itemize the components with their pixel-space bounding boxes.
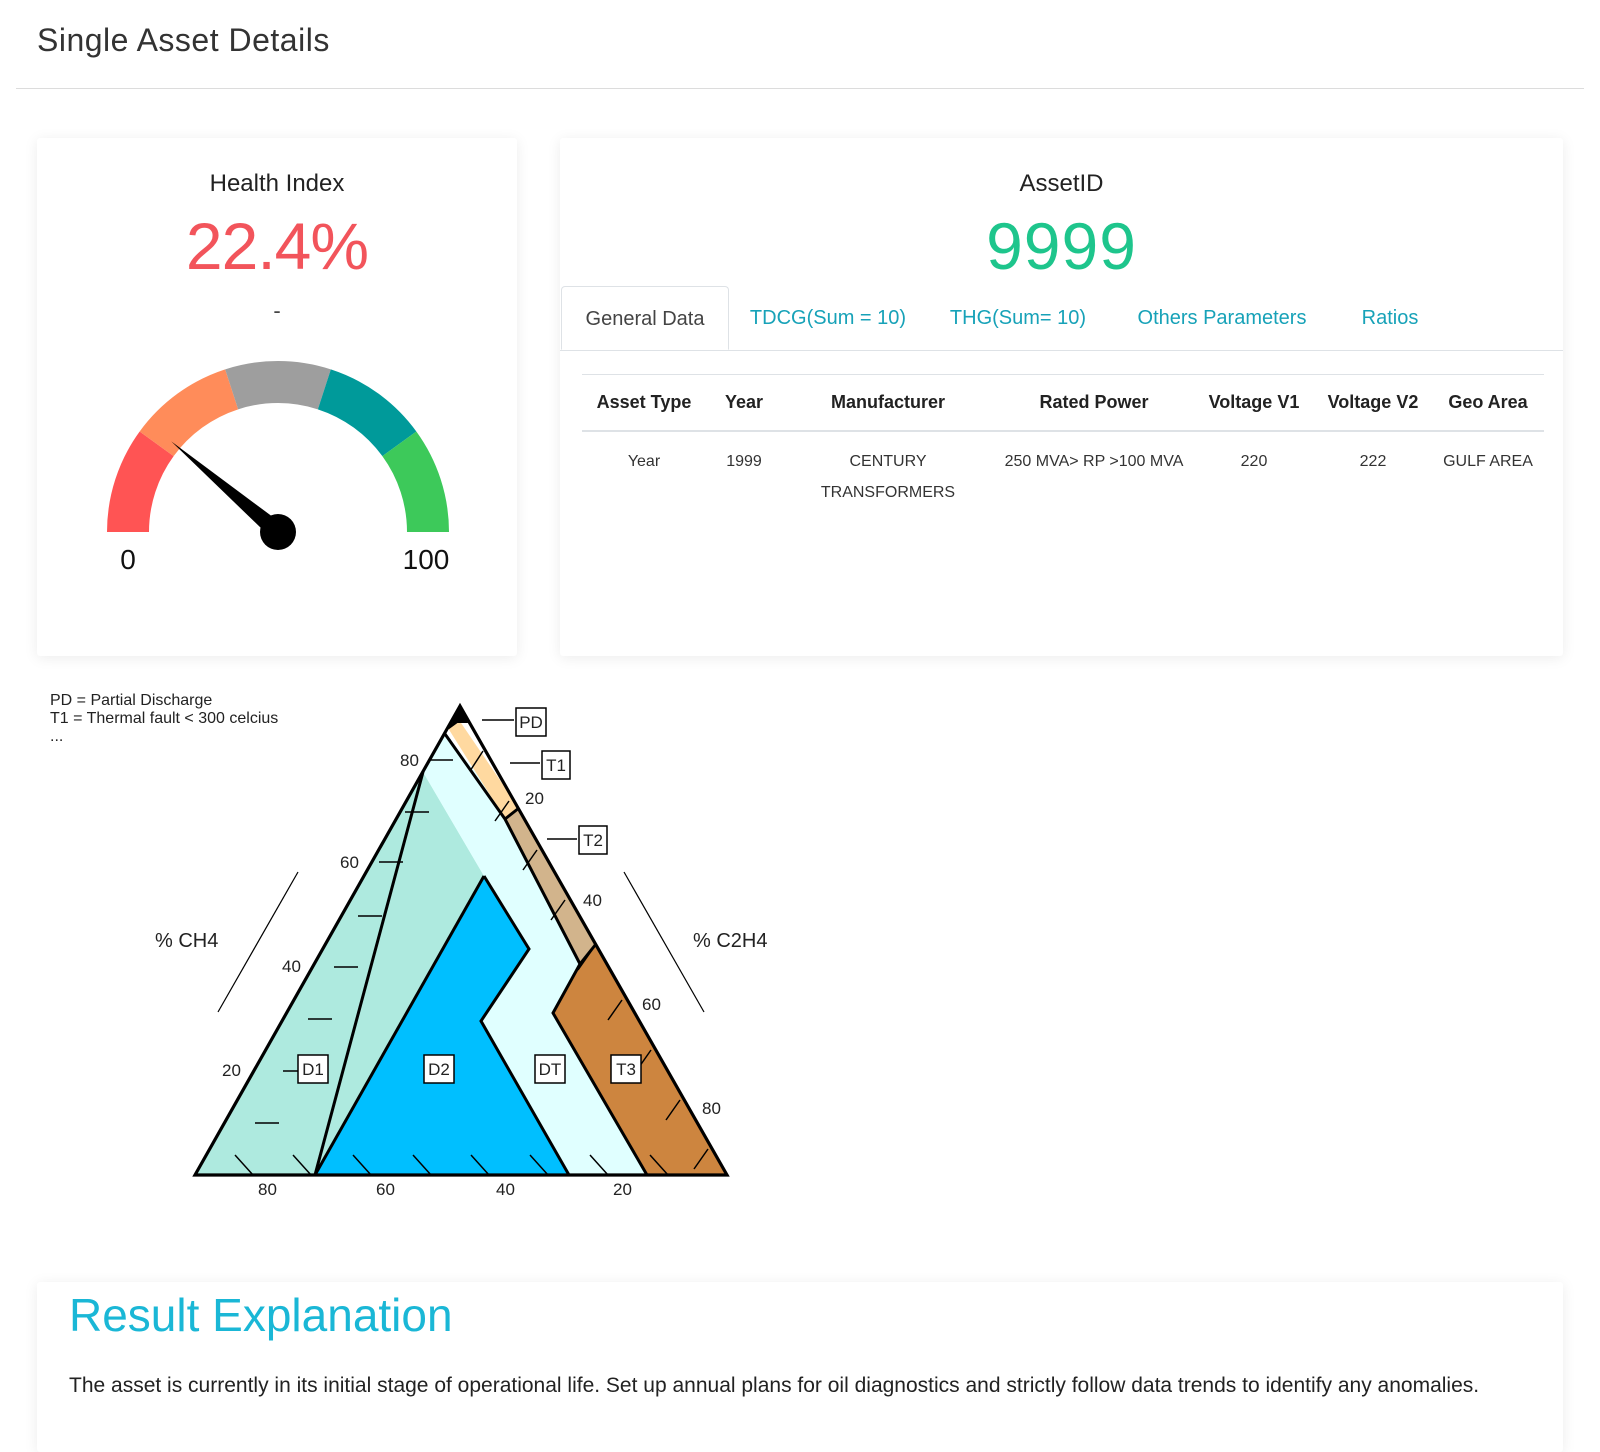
zone-pd — [452, 706, 468, 723]
gauge-hub — [260, 514, 296, 550]
general-data-table: Asset Type Year Manufacturer Rated Power… — [582, 374, 1544, 522]
page-title: Single Asset Details — [37, 22, 330, 58]
right-tick-label: 20 — [525, 789, 544, 808]
zone-label-d1: D1 — [302, 1060, 324, 1079]
cell-year: 1999 — [726, 453, 762, 470]
tab-ratios[interactable]: Ratios — [1361, 307, 1419, 329]
result-explanation-title: Result Explanation — [69, 1289, 453, 1341]
zone-t2 — [505, 808, 596, 964]
bottom-tick-label: 40 — [496, 1180, 515, 1199]
result-explanation-text: The asset is currently in its initial st… — [69, 1374, 1480, 1397]
gauge-min-label: 0 — [120, 544, 136, 575]
table-row: Year 1999 CENTURY TRANSFORMERS 250 MVA> … — [582, 431, 1544, 522]
result-explanation-card: Result Explanation The asset is currentl… — [37, 1282, 1563, 1452]
column-header-rated-power: Rated Power — [994, 374, 1194, 432]
legend-line-t1: T1 = Thermal fault < 300 celcius — [50, 710, 279, 727]
asset-id-value: 9999 — [986, 209, 1137, 283]
gauge-max-label: 100 — [403, 544, 450, 575]
title-divider — [16, 88, 1584, 89]
right-tick-label: 40 — [583, 891, 602, 910]
tab-others-parameters[interactable]: Others Parameters — [1137, 307, 1307, 329]
left-tick-label: 60 — [340, 853, 359, 872]
zone-callout-lines — [482, 719, 577, 840]
gauge-needle — [171, 441, 284, 539]
right-tick-label: 80 — [702, 1099, 721, 1118]
left-tick-label: 40 — [282, 957, 301, 976]
ch4-axis-label: % CH4 — [155, 930, 218, 952]
zone-dt — [423, 734, 647, 1175]
duval-legend: PD = Partial Discharge T1 = Thermal faul… — [50, 692, 278, 746]
column-header-geo-area: Geo Area — [1432, 374, 1544, 432]
c2h4-axis-label: % C2H4 — [693, 930, 767, 952]
zone-d1 — [195, 772, 484, 1175]
tab-thg[interactable]: THG(Sum= 10) — [949, 307, 1087, 329]
zone-label-dt: DT — [539, 1060, 562, 1079]
gauge-segment — [382, 431, 449, 532]
gauge-segment — [225, 361, 331, 410]
gauge-segment — [139, 369, 239, 457]
asset-id-label: AssetID — [1019, 170, 1104, 197]
cell-geo-area: GULF AREA — [1443, 453, 1533, 470]
bottom-tick-label: 20 — [613, 1180, 632, 1199]
zone-label-t2: T2 — [583, 831, 603, 850]
right-tick-label: 60 — [642, 995, 661, 1014]
table-header-row: Asset Type Year Manufacturer Rated Power… — [582, 374, 1544, 432]
zone-t1 — [448, 720, 519, 819]
health-index-subtitle: - — [273, 298, 281, 323]
tick-marks — [234, 750, 709, 1176]
bottom-tick-label: 60 — [376, 1180, 395, 1199]
health-index-card: Health Index 22.4% - 0 100 — [37, 138, 517, 656]
asset-card: AssetID 9999 General Data TDCG(Sum = 10)… — [560, 138, 1563, 656]
column-header-voltage-v2: Voltage V2 — [1314, 374, 1432, 432]
cell-voltage-v2: 222 — [1359, 453, 1387, 470]
legend-line-more: ... — [50, 728, 64, 745]
cell-asset-type: Year — [627, 453, 661, 470]
health-gauge: 0 100 — [107, 361, 450, 575]
gauge-segment — [107, 431, 174, 532]
gauge-segment — [317, 369, 417, 457]
duval-triangle: 80 60 40 20 20 40 60 80 80 60 40 20 % CH… — [155, 702, 767, 1199]
zone-label-d2: D2 — [428, 1060, 450, 1079]
cell-manufacturer: CENTURY TRANSFORMERS — [820, 453, 956, 501]
left-tick-label: 80 — [400, 751, 419, 770]
zone-label-t1: T1 — [546, 756, 566, 775]
left-tick-label: 20 — [222, 1061, 241, 1080]
cell-rated-power: 250 MVA> RP >100 MVA — [1004, 453, 1184, 470]
zone-label-t3: T3 — [616, 1060, 636, 1079]
column-header-voltage-v1: Voltage V1 — [1194, 374, 1314, 432]
tick-labels: 80 60 40 20 20 40 60 80 80 60 40 20 — [222, 751, 721, 1199]
tab-tdcg[interactable]: TDCG(Sum = 10) — [749, 307, 907, 329]
c2h4-axis-line — [623, 871, 705, 1013]
zone-d2 — [315, 876, 569, 1175]
ch4-axis-line — [217, 871, 299, 1013]
zone-label-pd: PD — [519, 713, 543, 732]
asset-tabs: General Data TDCG(Sum = 10) THG(Sum= 10)… — [560, 286, 1563, 351]
zone-labels: PD T1 T2 D1 D2 DT T3 — [297, 707, 642, 1084]
health-index-value: 22.4% — [185, 209, 369, 283]
column-header-year: Year — [706, 374, 782, 432]
zone-boundaries — [192, 702, 730, 1177]
cell-voltage-v1: 220 — [1240, 453, 1268, 470]
bottom-tick-label: 80 — [258, 1180, 277, 1199]
legend-line-pd: PD = Partial Discharge — [50, 692, 213, 709]
column-header-manufacturer: Manufacturer — [782, 374, 994, 432]
health-index-label: Health Index — [209, 170, 345, 197]
tab-general-data[interactable]: General Data — [561, 286, 729, 350]
column-header-asset-type: Asset Type — [582, 374, 706, 432]
